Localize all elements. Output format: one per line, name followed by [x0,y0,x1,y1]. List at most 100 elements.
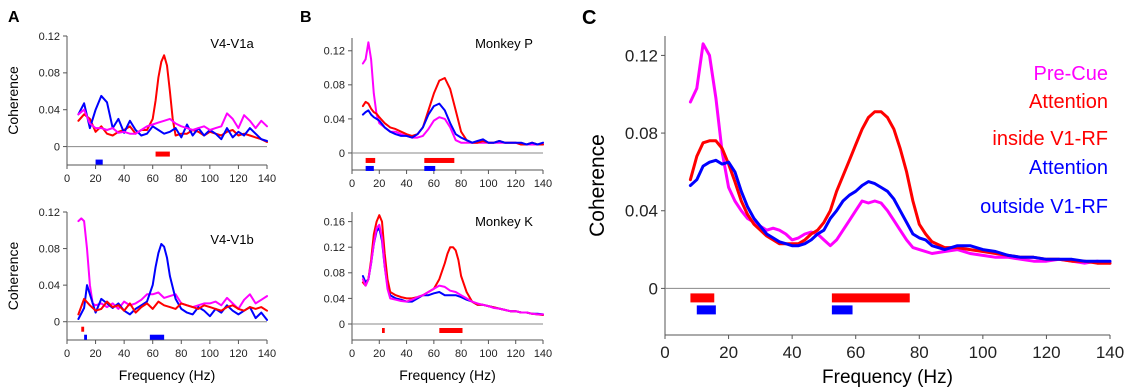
x-tick-label: 40 [400,178,412,190]
x-tick-label: 0 [349,348,355,360]
y-tick-label: 0.04 [39,105,60,117]
series-line-blue [688,158,1112,263]
significance-bar-blue [84,334,87,340]
x-tick-label: 60 [428,178,440,190]
significance-bar-red [382,328,385,333]
significance-bar-blue [424,165,436,171]
y-tick-label: 0 [54,141,60,153]
y-axis-label: Coherence [5,66,21,135]
x-axis-label: Frequency (Hz) [119,367,215,383]
x-tick-label: 100 [201,348,219,360]
y-tick-label: 0.04 [324,293,345,305]
x-tick-label: 80 [175,173,187,185]
x-tick-label: 20 [373,348,385,360]
y-tick-label: 0.12 [625,46,658,65]
x-tick-label: 20 [373,178,385,190]
x-tick-label: 20 [89,348,101,360]
series-line-blue [77,243,268,321]
x-tick-label: 120 [229,173,247,185]
panel-a2: 0 20 40 60 80 100 120 140 0 0.04 0.08 0.12 V4-V1b Coh… [5,207,276,383]
series-line-blue [361,102,544,146]
panel-letter: C [582,7,596,29]
legend-entry: Pre-Cue [1034,63,1108,85]
panel-title: Monkey K [475,214,533,229]
x-tick-label: 100 [479,178,497,190]
series-line-magenta [361,223,544,316]
y-tick-label: 0.16 [324,216,345,228]
x-tick-label: 60 [846,343,865,362]
y-tick-label: 0.12 [324,242,345,254]
x-tick-label: 140 [1096,343,1124,362]
legend-entry: Attention [1029,157,1108,179]
series-line-blue [361,227,544,316]
y-tick-label: 0.04 [39,280,60,292]
x-tick-label: 80 [455,348,467,360]
significance-bar-blue [831,305,853,315]
x-tick-label: 140 [258,348,276,360]
significance-bar-red [831,293,910,303]
y-tick-label: 0.08 [625,124,658,143]
legend-entry: outside V1-RF [980,196,1108,218]
legend-entry: Attention [1029,91,1108,113]
y-tick-label: 0.12 [324,46,345,58]
y-tick-label: 0.08 [39,243,60,255]
y-tick-label: 0 [54,317,60,329]
y-tick-label: 0.12 [39,31,60,43]
significance-bar-red [155,151,170,157]
x-tick-label: 80 [910,343,929,362]
y-tick-label: 0 [339,319,345,331]
x-tick-label: 60 [147,173,159,185]
panel-letter: B [300,9,312,26]
panel-title: V4-V1b [210,232,253,247]
panel-letter: A [8,9,20,26]
significance-bar-red [424,157,455,163]
x-tick-label: 60 [147,348,159,360]
significance-bar-blue [696,305,716,315]
x-tick-label: 40 [783,343,802,362]
y-tick-label: 0 [649,279,658,298]
x-tick-label: 120 [1032,343,1060,362]
significance-bar-blue [95,159,103,165]
x-tick-label: 60 [428,348,440,360]
x-tick-label: 40 [118,348,130,360]
x-tick-label: 40 [118,173,130,185]
x-tick-label: 120 [229,348,247,360]
x-tick-label: 0 [64,348,70,360]
y-tick-label: 0.04 [625,202,658,221]
x-tick-label: 20 [719,343,738,362]
x-axis-label: Frequency (Hz) [822,367,953,388]
x-tick-label: 140 [534,178,552,190]
significance-bar-red [365,157,376,163]
x-tick-label: 100 [969,343,997,362]
legend-entry: inside V1-RF [992,128,1108,150]
significance-bar-red [690,293,715,303]
series-line-red [77,54,268,143]
series-line-magenta [77,217,268,310]
significance-bar-red [81,326,85,332]
x-tick-label: 80 [175,348,187,360]
y-axis-label: Coherence [5,242,21,311]
x-axis-label: Frequency (Hz) [399,367,495,383]
x-tick-label: 120 [507,178,525,190]
series-line-magenta [77,108,268,135]
y-tick-label: 0.12 [39,207,60,219]
y-tick-label: 0.08 [39,68,60,80]
panel-b1: 0 20 40 60 80 100 120 140 0 0.04 0.08 0.12 B Monkey P [300,9,552,190]
x-tick-label: 120 [507,348,525,360]
x-tick-label: 80 [455,178,467,190]
legend: Pre-Cue Attention inside V1-RF Attention out… [980,63,1108,218]
x-tick-label: 100 [201,173,219,185]
panel-title: Monkey P [475,36,533,51]
series-line-blue [77,94,268,142]
significance-bar-red [439,328,463,333]
x-tick-label: 40 [400,348,412,360]
series-line-magenta [688,42,1112,265]
significance-bar-blue [365,165,374,171]
series-line-red [361,214,544,316]
y-tick-label: 0.04 [324,114,345,126]
y-tick-label: 0 [339,148,345,160]
x-tick-label: 140 [258,173,276,185]
y-tick-label: 0.08 [324,268,345,280]
x-tick-label: 140 [534,348,552,360]
